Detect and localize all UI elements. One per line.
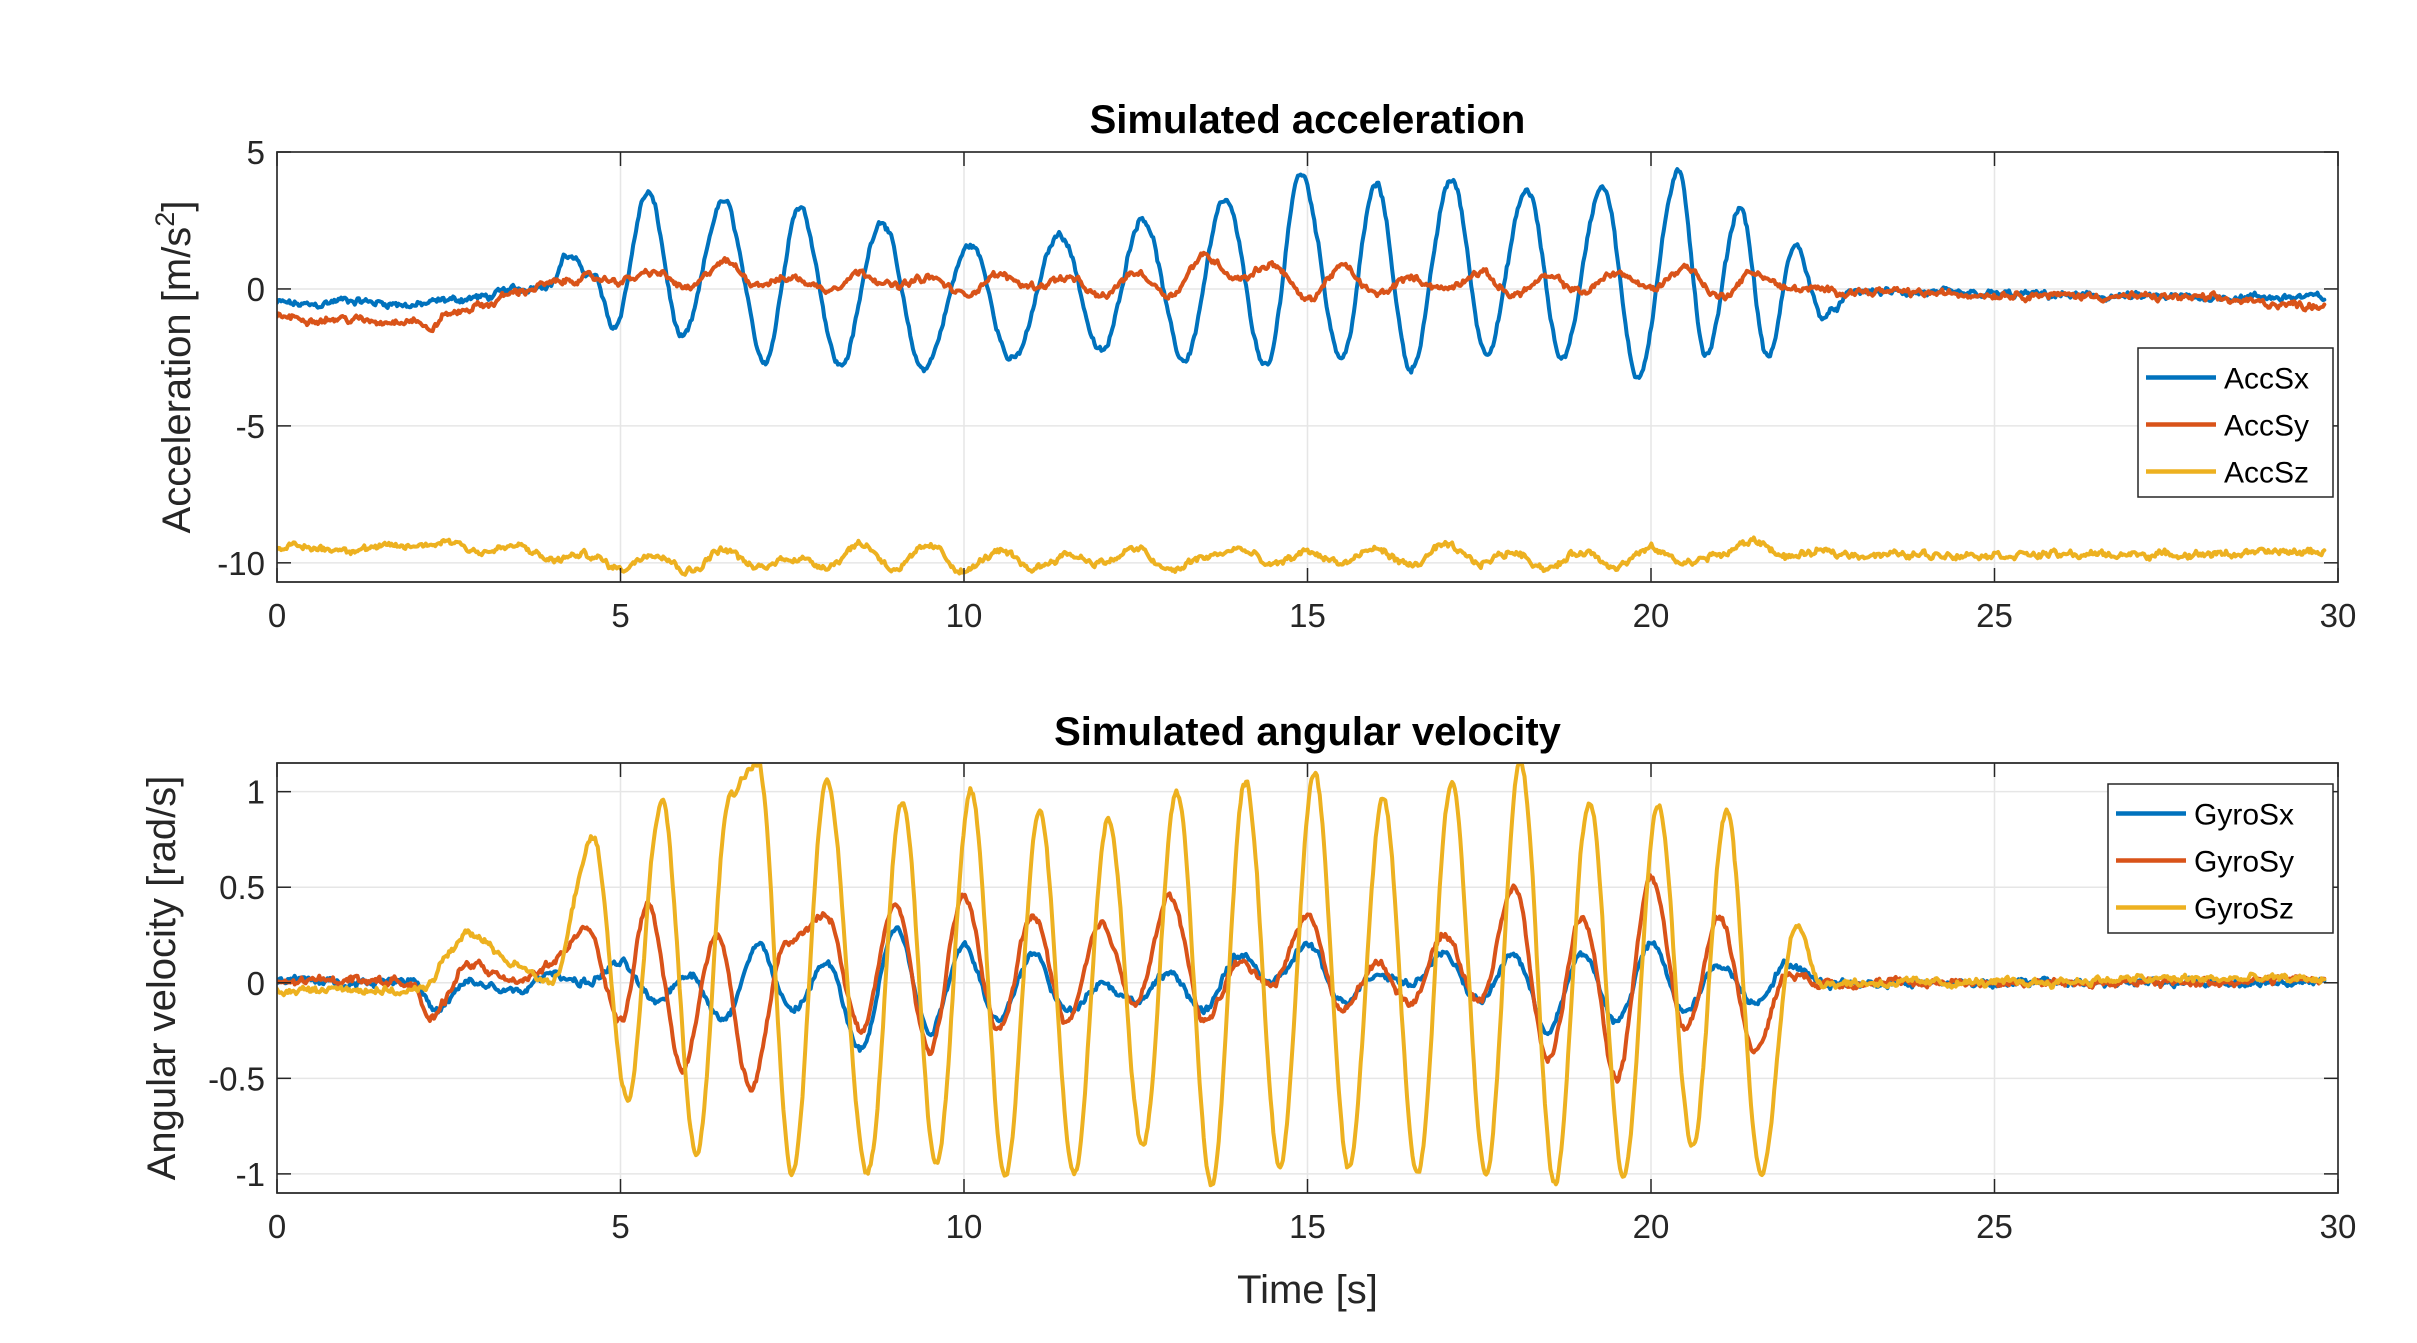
legend-label-accsx: AccSx	[2224, 363, 2309, 396]
angular-velocity-series	[277, 763, 2327, 1188]
y-tick-label: -1	[236, 1156, 265, 1193]
acceleration-plot: 0 5 10 15 20 25 30 -10 -5 0 5 Simulated accelerati…	[150, 98, 2356, 634]
x-tick-label: 15	[1289, 1208, 1326, 1245]
acceleration-y-axis-label-end: ]	[155, 201, 199, 212]
angular-velocity-title: Simulated angular velocity	[1054, 710, 1562, 754]
angular-velocity-y-axis-label: Angular velocity [rad/s]	[140, 776, 184, 1181]
y-tick-label: 0.5	[219, 869, 265, 906]
y-tick-label: 5	[247, 134, 265, 171]
x-tick-label: 10	[946, 1208, 983, 1245]
x-tick-label: 30	[2320, 1208, 2357, 1245]
x-tick-label: 20	[1633, 597, 1670, 634]
series-line-gyrosz	[277, 763, 2327, 1188]
x-tick-label: 10	[946, 597, 983, 634]
x-tick-label: 25	[1976, 597, 2013, 634]
legend-label-gyrosz: GyroSz	[2194, 893, 2294, 926]
time-x-axis-label: Time [s]	[1237, 1268, 1378, 1312]
y-tick-label: 0	[247, 965, 265, 1002]
acceleration-ticks: 0 5 10 15 20 25 30 -10 -5 0 5	[217, 134, 2356, 634]
x-tick-label: 15	[1289, 597, 1326, 634]
acceleration-y-axis-label-main: Acceleration [m/s	[155, 227, 199, 534]
series-line-accsz	[277, 535, 2327, 577]
legend-label-accsy: AccSy	[2224, 410, 2309, 443]
acceleration-legend: AccSx AccSy AccSz	[2137, 347, 2334, 498]
acceleration-y-axis-label: Acceleration [m/s2]	[150, 201, 199, 534]
x-tick-label: 30	[2320, 597, 2357, 634]
angular-velocity-legend: GyroSx GyroSy GyroSz	[2107, 783, 2334, 934]
y-tick-label: -10	[217, 545, 265, 582]
acceleration-y-axis-label-superscript: 2	[150, 212, 180, 227]
y-tick-label: -5	[236, 408, 265, 445]
acceleration-series	[277, 167, 2327, 577]
legend-label-accsz: AccSz	[2224, 457, 2309, 490]
x-tick-label: 0	[268, 597, 286, 634]
y-tick-label: 1	[247, 774, 265, 811]
acceleration-title: Simulated acceleration	[1090, 98, 1526, 142]
angular-velocity-plot: 0 5 10 15 20 25 30 -1 -0.5 0 0.5 1 Simulated angula…	[140, 710, 2356, 1312]
y-tick-label: -0.5	[208, 1060, 265, 1097]
x-tick-label: 0	[268, 1208, 286, 1245]
series-line-accsy	[277, 250, 2327, 334]
angular-velocity-ticks: 0 5 10 15 20 25 30 -1 -0.5 0 0.5 1	[208, 763, 2356, 1245]
x-tick-label: 5	[611, 1208, 629, 1245]
x-tick-label: 25	[1976, 1208, 2013, 1245]
x-tick-label: 20	[1633, 1208, 1670, 1245]
y-tick-label: 0	[247, 271, 265, 308]
legend-label-gyrosy: GyroSy	[2194, 846, 2294, 879]
x-tick-label: 5	[611, 597, 629, 634]
legend-label-gyrosx: GyroSx	[2194, 799, 2294, 832]
